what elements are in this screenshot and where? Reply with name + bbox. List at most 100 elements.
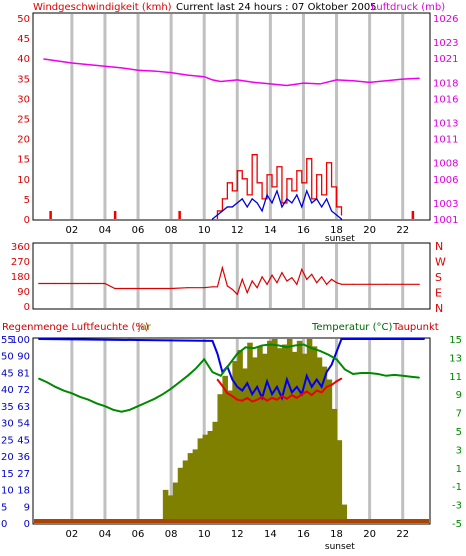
wind-mean-point: [316, 198, 318, 200]
panel-2-y-tick-label: 270: [11, 257, 30, 268]
panel-3-rain-tick-label: 45: [1, 368, 14, 379]
panel-1-grid: [70, 14, 405, 219]
wind-mean-point: [216, 214, 219, 216]
wind-mean-point: [221, 210, 224, 212]
temperature-point: [120, 410, 123, 413]
pressure-point: [385, 80, 387, 82]
pressure-point: [269, 83, 271, 85]
temperature-point: [319, 350, 321, 352]
panel-3-rain-tick-label: 15: [1, 469, 14, 480]
wind-gust-point: [216, 210, 219, 212]
humidity-point: [231, 378, 234, 381]
panel-1-x-tick-label: 08: [165, 225, 178, 236]
dewpoint-point: [256, 399, 258, 401]
humidity-area-bar: [192, 449, 199, 523]
panel-1-x-tick-label: 04: [99, 225, 112, 236]
wind-gust-point: [226, 182, 228, 184]
temperature-point: [71, 392, 73, 394]
pressure-point: [203, 76, 205, 78]
temperature-point: [311, 347, 313, 349]
panel-3-x-tick-label: 20: [363, 529, 376, 540]
humidity-area-bar: [187, 453, 194, 523]
pressure-point: [120, 67, 123, 69]
wind-direction-point: [261, 276, 263, 278]
wind-mean-point: [266, 194, 268, 196]
wind-mean-point: [286, 198, 288, 200]
humidity-point: [246, 382, 248, 384]
dewpoint-series-line: [216, 377, 342, 403]
humidity-area-bar: [336, 440, 343, 523]
temperature-point: [54, 386, 57, 388]
dewpoint-point: [291, 394, 293, 396]
panel-1-right-tick-label: 1008: [433, 159, 458, 170]
panel-3-x-tick-label: 18: [330, 529, 343, 540]
pressure-point: [43, 58, 45, 60]
wind-direction-point: [211, 286, 214, 288]
wind-direction-point: [256, 287, 258, 289]
panel-1-y-tick-label: 45: [17, 34, 30, 45]
humidity-point: [423, 338, 425, 340]
dewpoint-point: [251, 400, 253, 403]
wind-direction-point: [38, 282, 40, 285]
wind-direction-point: [306, 278, 308, 280]
wind-direction-point: [296, 283, 298, 285]
pressure-point: [302, 82, 305, 84]
panel-1-y-tick-label: 35: [17, 74, 30, 85]
wind-direction-point: [340, 283, 343, 285]
wind-gust-point: [316, 174, 318, 176]
wind-direction-point: [316, 282, 318, 284]
panel-3-x-tick-label: 06: [132, 529, 145, 540]
wind-gust-point: [301, 182, 303, 184]
panel-3-humidity-tick-label: 36: [17, 452, 30, 463]
wind-gust-spike-bar: [411, 210, 415, 219]
wind-direction-point: [352, 283, 354, 285]
panel-3-temperature-tick-label: 1: [456, 464, 462, 475]
dewpoint-point: [330, 384, 333, 386]
temperature-point: [344, 368, 346, 371]
temperature-point: [211, 371, 214, 373]
humidity-point: [320, 386, 323, 388]
wind-mean-point: [291, 202, 293, 204]
panel-3-x-tick-label: 08: [165, 529, 178, 540]
panel-2-y-tick-label: 90: [17, 287, 30, 298]
panel-3-x-tick-label: 12: [231, 529, 244, 540]
humidity-point: [266, 380, 268, 383]
humidity-point: [271, 393, 273, 395]
panel-2-compass-letter: S: [435, 271, 442, 284]
panel-1-right-tick-label: 1016: [433, 94, 458, 105]
pressure-point: [211, 79, 214, 81]
wind-direction-point: [271, 274, 273, 276]
temperature-point: [261, 344, 263, 347]
pressure-point: [170, 72, 172, 74]
wind-direction-point: [286, 280, 288, 282]
panel-3-x-tick-label: 14: [264, 529, 277, 540]
pressure-point: [352, 80, 354, 82]
panel-1-right-tick-label: 1011: [433, 135, 458, 146]
temperature-point: [129, 409, 131, 411]
panel-3-rain-tick-label: 0: [1, 519, 7, 530]
pressure-point: [104, 65, 106, 67]
panel-3-sunset-label: sunset: [325, 542, 355, 552]
dewpoint-point: [296, 397, 298, 399]
humidity-point: [256, 386, 258, 388]
wind-mean-point: [326, 198, 328, 200]
panel-3-humidity-tick-label: 18: [17, 486, 30, 497]
wind-direction-point: [216, 286, 219, 288]
pressure-point: [286, 84, 288, 87]
panel-2-frame: [32, 242, 431, 310]
panel-1-y-tick-label: 50: [17, 14, 30, 25]
humidity-area-bar: [232, 361, 238, 523]
wind-direction-point: [246, 292, 248, 294]
wind-mean-point: [281, 206, 283, 208]
wind-direction-point: [54, 282, 56, 285]
wind-gust-point: [281, 202, 283, 204]
pressure-point: [253, 81, 255, 83]
dewpoint-point: [271, 397, 273, 399]
panel-3-humidity-tick-label: 100: [11, 335, 30, 346]
humidity-area-bar: [172, 482, 179, 523]
rain-base-strip: [34, 519, 429, 523]
wind-mean-point: [330, 210, 333, 212]
humidity-area-bar: [326, 379, 333, 523]
panel-3-humidity-tick-label: 81: [17, 368, 30, 379]
humidity-area-bar: [202, 434, 209, 523]
